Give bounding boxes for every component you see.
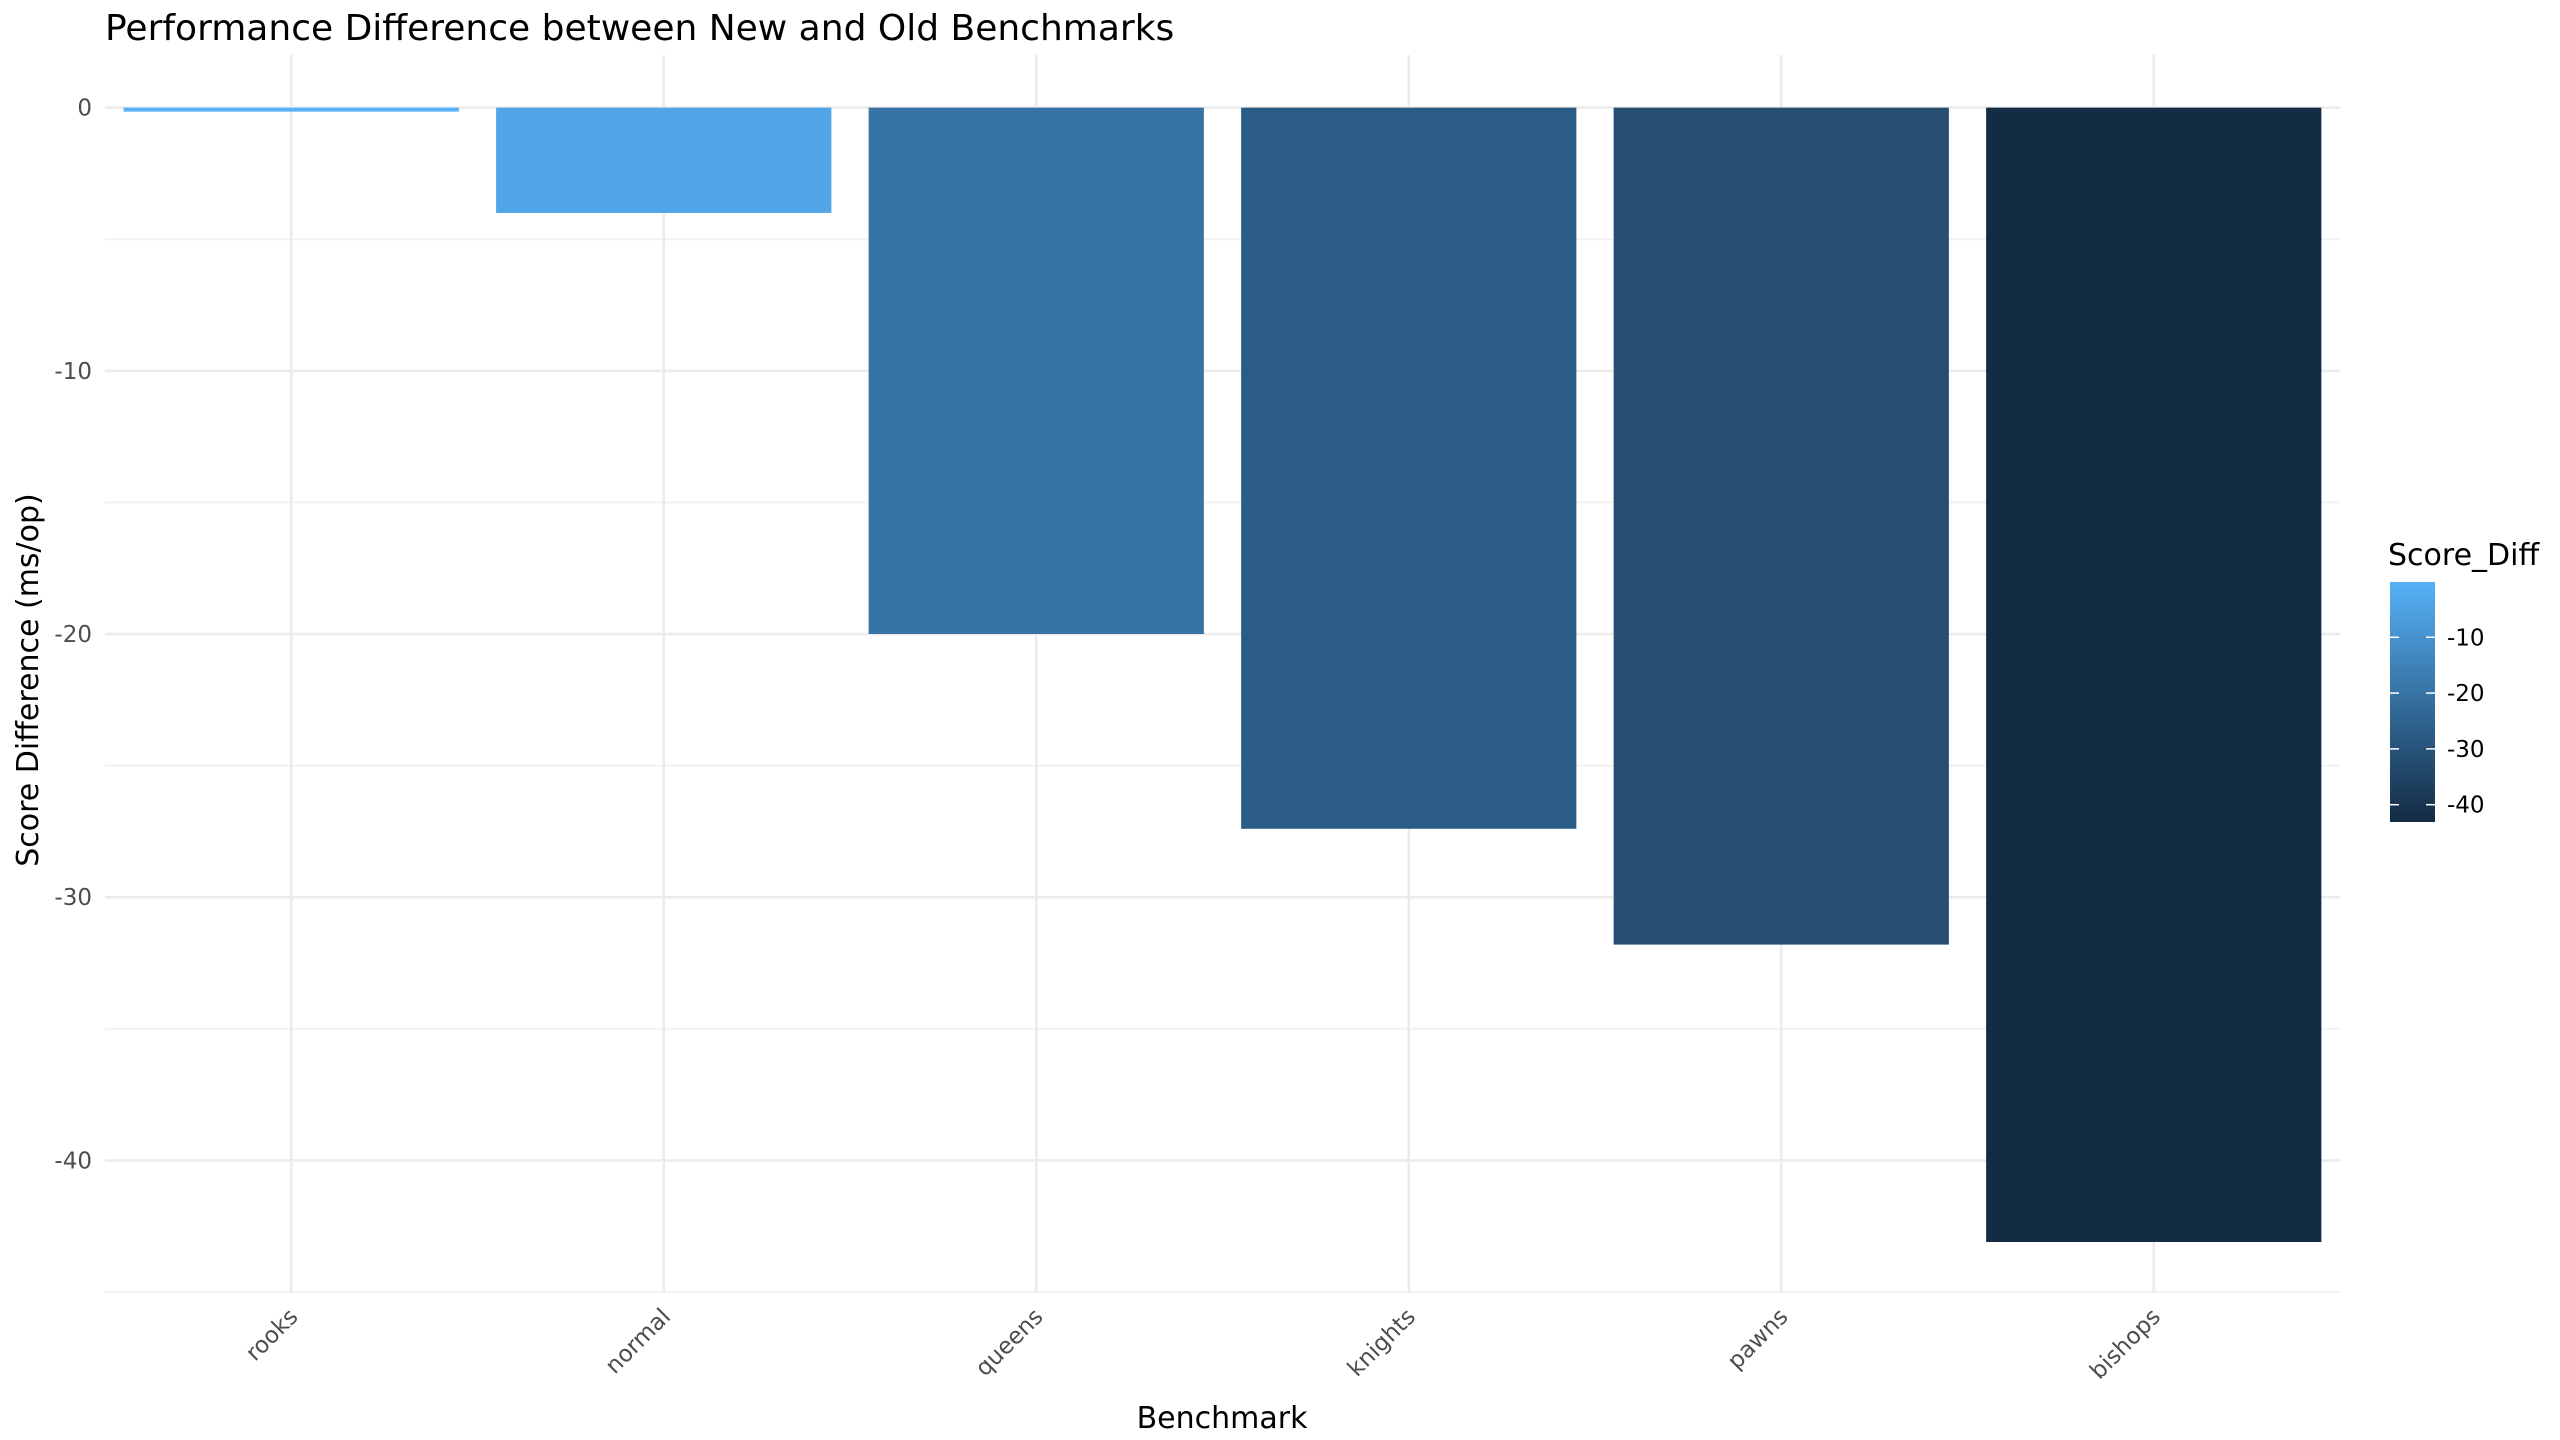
y-tick-label: -10 [54,359,92,385]
y-axis-ticks: 0 -10 -20 -30 -40 [54,96,92,1175]
y-axis-title: Score Difference (ms/op) [11,493,46,867]
bars [123,107,2322,1242]
x-tick-label: normal [601,1304,676,1379]
x-tick-label: bishops [2085,1304,2166,1385]
x-tick-label: pawns [1723,1304,1794,1375]
color-legend: Score_Diff -10 -20 -30 -40 [2388,538,2540,822]
x-tick-label: rooks [241,1304,304,1367]
bar-queens [868,107,1204,635]
y-tick-label: -20 [54,622,92,648]
x-tick-label: knights [1343,1304,1421,1382]
x-axis-title: Benchmark [1137,1401,1309,1436]
bar-bishops [1986,107,2322,1242]
x-tick-label: queens [971,1304,1049,1382]
legend-tick-label: -40 [2447,793,2485,819]
y-tick-label: -40 [54,1148,92,1174]
y-tick-label: 0 [77,96,92,122]
bar-rooks [123,107,459,112]
bar-pawns [1613,107,1949,945]
legend-title: Score_Diff [2388,538,2540,573]
legend-tick-label: -10 [2447,625,2485,651]
legend-colorbar [2390,582,2435,822]
bar-normal [496,107,832,213]
x-axis-ticks: rooks normal queens knights pawns bishops [241,1304,2166,1385]
y-tick-label: -30 [54,885,92,911]
chart-title: Performance Difference between New and O… [105,8,1174,49]
bar-knights [1241,107,1577,829]
legend-tick-label: -20 [2447,681,2485,707]
legend-tick-label: -30 [2447,737,2485,763]
